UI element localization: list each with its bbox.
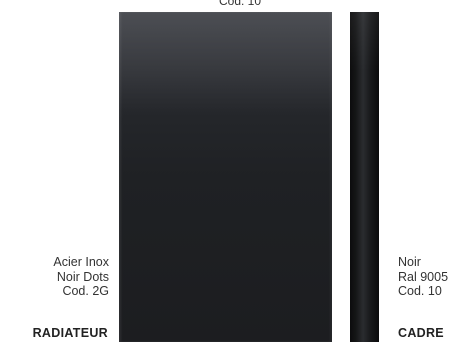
frame-spec: Noir Ral 9005 Cod. 10	[398, 255, 448, 299]
radiator-material: Acier Inox	[53, 255, 109, 269]
radiator-finish: Noir Dots	[56, 269, 109, 284]
radiator-spec: Acier Inox Noir Dots Cod. 2G	[53, 255, 109, 299]
frame-code: Cod. 10	[398, 284, 442, 298]
frame-bar-image	[350, 12, 379, 342]
top-caption: Cod. 10	[218, 0, 262, 8]
radiator-panel-image	[119, 12, 332, 342]
frame-title: CADRE	[398, 326, 444, 340]
radiator-code: Cod. 2G	[62, 284, 109, 298]
radiator-title: RADIATEUR	[32, 326, 108, 340]
frame-color: Noir	[398, 255, 421, 269]
frame-ral: Ral 9005	[398, 269, 449, 284]
